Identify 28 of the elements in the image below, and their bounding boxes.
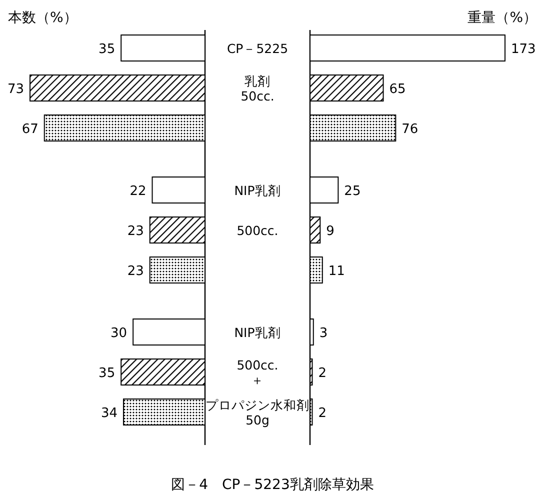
data-label: 23 (127, 224, 144, 239)
chart-title: 重量（%） (468, 10, 537, 26)
data-label: 25 (344, 184, 361, 199)
data-label: 35 (98, 366, 116, 381)
data-label: 11 (328, 264, 345, 279)
data-label: 30 (110, 326, 128, 341)
data-label: 2 (318, 366, 327, 381)
data-label: 9 (326, 224, 334, 239)
data-label: 2 (318, 406, 327, 421)
data-label: 65 (389, 82, 406, 97)
data-label: 22 (130, 184, 146, 199)
data-label: 3 (319, 326, 328, 341)
y-tick-label: CP－5225 (226, 41, 288, 56)
text: 図－4 CP－5223乳剤除草効果 (171, 477, 374, 493)
y-tick-label: プロパジン水和剤 50g (206, 398, 310, 428)
y-tick-label: 乳剤 50cc. (240, 74, 274, 104)
data-label: 23 (127, 264, 144, 279)
data-label: 35 (98, 42, 116, 57)
data-label: 34 (100, 406, 118, 421)
y-tick-label: 500cc. ＋ (236, 358, 278, 388)
y-tick-label: 500cc. (236, 223, 278, 238)
chart-title: 本数（%） (8, 10, 78, 26)
data-label: 67 (22, 122, 38, 137)
y-tick-label: NIP乳剤 (234, 183, 281, 198)
y-tick-label: NIP乳剤 (234, 325, 281, 340)
data-label: 76 (402, 122, 418, 137)
data-label: 73 (7, 82, 24, 97)
data-label: 173 (511, 42, 536, 57)
